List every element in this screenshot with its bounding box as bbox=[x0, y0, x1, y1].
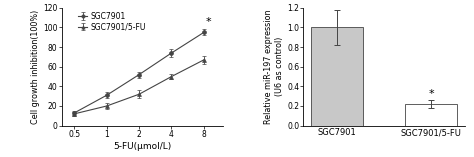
Legend: SGC7901, SGC7901/5-FU: SGC7901, SGC7901/5-FU bbox=[78, 12, 146, 31]
Bar bbox=[310, 27, 363, 126]
Y-axis label: Relative miR-197 expression
(U6 as control): Relative miR-197 expression (U6 as contr… bbox=[264, 9, 284, 124]
Text: *: * bbox=[206, 17, 212, 27]
Text: *: * bbox=[428, 89, 434, 99]
X-axis label: 5-FU(μmol/L): 5-FU(μmol/L) bbox=[113, 142, 171, 151]
Bar bbox=[405, 104, 457, 126]
Y-axis label: Cell growth inhibition(100%): Cell growth inhibition(100%) bbox=[31, 10, 40, 124]
